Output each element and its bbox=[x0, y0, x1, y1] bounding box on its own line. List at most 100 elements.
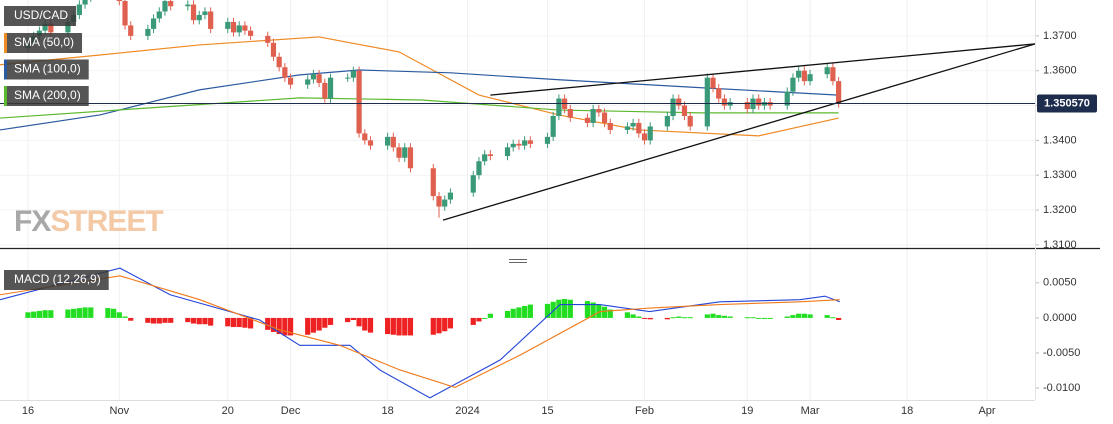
histogram-bar bbox=[436, 317, 442, 334]
candle-body bbox=[116, 0, 122, 2]
candle-body bbox=[550, 115, 556, 137]
candle-body bbox=[590, 109, 596, 123]
histogram-bar bbox=[716, 315, 722, 318]
macd-line bbox=[0, 267, 840, 399]
candle-body bbox=[641, 133, 648, 141]
y-tick-label: 0.0050 bbox=[1043, 277, 1077, 289]
histogram-bar bbox=[236, 317, 242, 328]
histogram-bar bbox=[322, 317, 328, 328]
histogram-bar bbox=[801, 313, 807, 318]
histogram-bar bbox=[407, 317, 414, 336]
resize-handle[interactable] bbox=[509, 259, 527, 263]
trendline bbox=[490, 43, 1035, 96]
legend-box bbox=[4, 33, 83, 53]
histogram-bar bbox=[687, 317, 693, 319]
histogram-bar bbox=[402, 317, 408, 336]
legend-item: SMA (200,0) bbox=[4, 86, 89, 106]
x-tick-label: Nov bbox=[110, 405, 130, 417]
legend-swatch bbox=[4, 33, 7, 53]
histogram-bar bbox=[590, 302, 596, 318]
price-label: 1.350570 bbox=[1044, 97, 1090, 109]
x-tick-label: Feb bbox=[635, 405, 654, 417]
candle-body bbox=[687, 115, 693, 127]
candle-body bbox=[710, 77, 716, 89]
candle-body bbox=[596, 109, 602, 113]
histogram-bar bbox=[362, 317, 368, 331]
candle-body bbox=[128, 25, 134, 36]
histogram-bar bbox=[630, 314, 636, 318]
candle-body bbox=[790, 77, 796, 92]
candle-body bbox=[567, 109, 573, 118]
candle-body bbox=[162, 1, 168, 12]
histogram-bar bbox=[396, 317, 402, 336]
y-tick-label: -0.0050 bbox=[1043, 347, 1080, 359]
histogram-bar bbox=[567, 299, 573, 318]
trendline bbox=[442, 43, 1035, 221]
y-tick-label: 1.3300 bbox=[1043, 169, 1077, 181]
candle-body bbox=[168, 1, 174, 7]
histogram-bar bbox=[641, 317, 648, 319]
legend-label: SMA (50,0) bbox=[14, 35, 74, 49]
candle-body bbox=[402, 147, 408, 158]
histogram-bar bbox=[367, 317, 374, 333]
candle-body bbox=[367, 140, 374, 146]
candle-body bbox=[470, 175, 476, 193]
legend-box bbox=[4, 6, 77, 26]
candle-body bbox=[584, 117, 591, 123]
legend-box bbox=[4, 86, 89, 106]
histogram-bar bbox=[750, 317, 756, 319]
histogram-bar bbox=[550, 301, 556, 318]
histogram-bar bbox=[168, 317, 174, 323]
histogram-bar bbox=[105, 308, 111, 318]
candle-body bbox=[322, 82, 328, 99]
histogram-bar bbox=[42, 310, 48, 318]
candle-body bbox=[65, 21, 71, 33]
candle-body bbox=[42, 23, 48, 31]
histogram-bar bbox=[784, 316, 790, 318]
histogram-bar bbox=[156, 317, 162, 324]
histogram-bar bbox=[584, 301, 591, 318]
candle-body bbox=[248, 30, 254, 36]
candle-body bbox=[310, 74, 317, 80]
histogram-bar bbox=[670, 317, 676, 319]
histogram-bar bbox=[836, 317, 842, 321]
histogram-bar bbox=[310, 317, 317, 333]
candle-body bbox=[636, 122, 642, 134]
candle-body bbox=[82, 0, 88, 5]
candle-body bbox=[824, 67, 830, 75]
histogram-bar bbox=[664, 317, 670, 320]
candle-body bbox=[522, 140, 528, 146]
candle-body bbox=[721, 98, 728, 106]
legend-label: SMA (100,0) bbox=[14, 62, 81, 76]
histogram-bar bbox=[225, 317, 231, 327]
macd-line bbox=[0, 275, 840, 388]
candle-body bbox=[202, 11, 208, 15]
histogram-bar bbox=[607, 309, 613, 318]
candle-body bbox=[784, 91, 790, 106]
candle-body bbox=[225, 21, 231, 29]
candle-body bbox=[516, 143, 522, 146]
histogram-bar bbox=[601, 306, 608, 318]
histogram-bar bbox=[447, 317, 454, 329]
y-tick-label: 1.3700 bbox=[1043, 30, 1077, 42]
histogram-bar bbox=[522, 305, 528, 318]
histogram-bar bbox=[145, 317, 151, 323]
x-tick-label: 19 bbox=[741, 405, 753, 417]
candle-body bbox=[282, 67, 288, 78]
histogram-bar bbox=[727, 316, 733, 318]
candle-body bbox=[630, 122, 636, 127]
candle-body bbox=[287, 77, 294, 85]
candle-body bbox=[196, 14, 202, 21]
histogram-bar bbox=[202, 317, 208, 325]
x-tick-label: 2024 bbox=[455, 405, 479, 417]
candle-body bbox=[676, 98, 682, 106]
y-tick-label: 0.0000 bbox=[1043, 312, 1077, 324]
histogram-bar bbox=[282, 317, 288, 336]
candle-body bbox=[350, 70, 356, 78]
histogram-bar bbox=[385, 317, 391, 335]
histogram-bar bbox=[276, 317, 282, 335]
sma-line bbox=[0, 97, 839, 119]
histogram-bar bbox=[305, 317, 311, 335]
